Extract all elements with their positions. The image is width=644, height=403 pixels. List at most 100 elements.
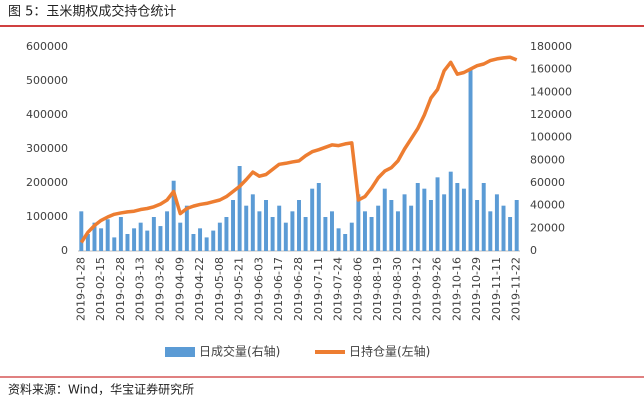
- bar: [231, 200, 236, 251]
- bar: [224, 217, 229, 251]
- bar: [323, 217, 328, 251]
- bar: [402, 194, 407, 251]
- x-tick-label: 2019-11-22: [510, 257, 523, 321]
- bar: [316, 183, 321, 251]
- legend-label: 日持仓量(左轴): [349, 344, 430, 359]
- bar: [277, 205, 282, 251]
- x-tick-label: 2019-03-26: [153, 257, 166, 321]
- bar: [178, 222, 183, 251]
- x-tick-label: 2019-08-06: [351, 257, 364, 321]
- bar: [158, 226, 163, 251]
- bar: [343, 234, 348, 251]
- legend-swatch: [165, 347, 195, 357]
- bar: [151, 217, 156, 251]
- bar: [290, 211, 295, 251]
- bar: [461, 188, 466, 251]
- bar: [283, 222, 288, 251]
- bar: [118, 217, 123, 251]
- bar: [270, 217, 275, 251]
- bar: [198, 228, 203, 251]
- bar: [501, 205, 506, 251]
- y2-tick-label: 180000: [530, 40, 572, 53]
- bar: [171, 180, 176, 251]
- bar: [310, 188, 315, 251]
- x-tick-label: 2019-08-19: [371, 257, 384, 321]
- bar: [257, 211, 262, 251]
- y2-tick-label: 0: [530, 244, 537, 257]
- x-tick-label: 2019-04-22: [193, 257, 206, 321]
- bar: [99, 228, 104, 251]
- x-tick-label: 2019-05-21: [233, 257, 246, 321]
- bar: [369, 217, 374, 251]
- bar: [237, 166, 242, 251]
- x-tick-label: 2019-04-09: [173, 257, 186, 321]
- bar: [389, 200, 394, 251]
- bar: [508, 217, 513, 251]
- y2-tick-label: 40000: [530, 199, 565, 212]
- bar: [494, 194, 499, 251]
- bar: [442, 194, 447, 251]
- y-tick-label: 600000: [26, 40, 68, 53]
- x-tick-label: 2019-07-11: [312, 257, 325, 321]
- bar: [356, 194, 361, 251]
- bar: [79, 211, 84, 251]
- bar: [422, 188, 427, 251]
- bar: [376, 205, 381, 251]
- x-tick-label: 2019-09-26: [431, 257, 444, 321]
- y2-tick-label: 120000: [530, 108, 572, 121]
- bar: [132, 228, 137, 251]
- y-tick-label: 400000: [26, 108, 68, 121]
- bar: [481, 183, 486, 251]
- x-tick-label: 2019-08-30: [391, 257, 404, 321]
- bar: [349, 222, 354, 251]
- bar: [448, 171, 453, 251]
- bar: [184, 205, 189, 251]
- bar: [468, 69, 473, 252]
- x-tick-label: 2019-07-24: [332, 257, 345, 321]
- bar: [428, 200, 433, 251]
- bar: [138, 222, 143, 251]
- y2-tick-label: 100000: [530, 131, 572, 144]
- bar: [382, 188, 387, 251]
- bar: [125, 234, 130, 251]
- bar: [250, 194, 255, 251]
- bar: [92, 222, 97, 251]
- chart-title: 图 5：玉米期权成交持仓统计: [8, 4, 176, 20]
- bar: [395, 211, 400, 251]
- bar: [165, 211, 170, 251]
- bar: [217, 222, 222, 251]
- legend-label: 日成交量(右轴): [199, 344, 280, 359]
- bar: [191, 234, 196, 251]
- bar: [475, 200, 480, 251]
- source: 资料来源：Wind，华宝证券研究所: [8, 382, 194, 397]
- bar: [488, 211, 493, 251]
- x-tick-label: 2019-10-16: [450, 257, 463, 321]
- x-tick-label: 2019-10-29: [470, 257, 483, 321]
- bar: [211, 230, 216, 251]
- line: [79, 55, 518, 244]
- y2-tick-label: 140000: [530, 85, 572, 98]
- bar: [362, 211, 367, 251]
- bar: [330, 211, 334, 251]
- x-tick-label: 2019-01-28: [74, 257, 87, 321]
- bar: [244, 205, 249, 251]
- y-tick-label: 200000: [26, 176, 68, 189]
- bar: [112, 237, 117, 251]
- bar: [204, 237, 209, 251]
- x-tick-label: 2019-02-28: [114, 257, 127, 321]
- x-tick-label: 2019-09-12: [411, 257, 424, 321]
- y-tick-label: 500000: [26, 74, 68, 87]
- y-tick-label: 100000: [26, 210, 68, 223]
- x-tick-label: 2019-03-13: [134, 257, 147, 321]
- y2-tick-label: 20000: [530, 221, 565, 234]
- bar: [336, 228, 341, 251]
- y-tick-label: 0: [61, 244, 68, 257]
- bar: [435, 177, 440, 251]
- bar: [409, 205, 414, 251]
- x-tick-label: 2019-05-08: [213, 257, 226, 321]
- y2-tick-label: 160000: [530, 63, 572, 76]
- bar: [145, 230, 150, 251]
- bar: [455, 183, 460, 251]
- y-tick-label: 300000: [26, 142, 68, 155]
- x-tick-label: 2019-06-28: [292, 257, 305, 321]
